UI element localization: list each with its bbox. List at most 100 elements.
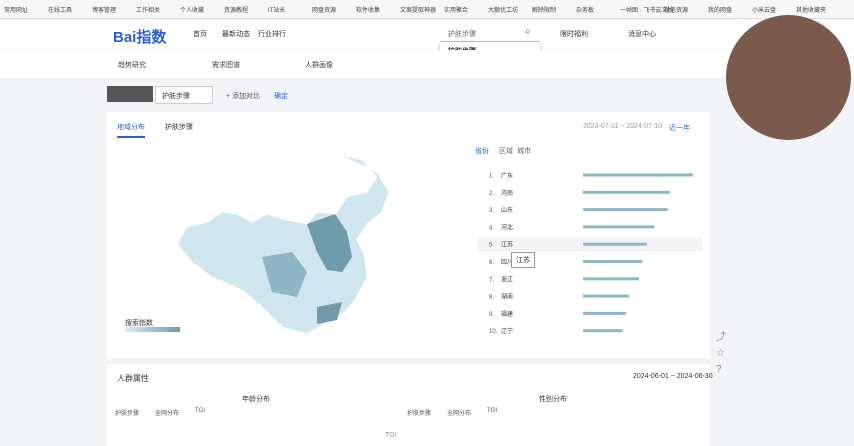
side-tools[interactable]: ⤴ ☆? (716, 332, 726, 375)
rank: 1. (489, 174, 494, 180)
bookmark[interactable]: 常用网址 (4, 8, 29, 14)
province: 河南 (501, 189, 513, 197)
tooltip: 江苏 (511, 252, 535, 268)
welfare[interactable]: 限时福利 (560, 31, 588, 38)
rank-bar (583, 225, 655, 229)
gender-title: 性别分布 (539, 396, 567, 403)
map-high (307, 214, 352, 272)
bookmark[interactable]: 在线工具 (48, 8, 73, 14)
province: 四川 (501, 259, 513, 266)
avatar-box (107, 86, 153, 102)
search-text: 护肤步骤 (448, 31, 476, 38)
province: 浙江 (501, 275, 513, 283)
legend-item[interactable]: 护肤步骤 (115, 411, 140, 417)
bookmark[interactable]: 大额优工坊 (488, 8, 519, 14)
period[interactable]: 近一年 (669, 125, 690, 132)
rank: 2. (489, 191, 494, 197)
rank-bar (583, 242, 647, 246)
rank-bar (583, 294, 630, 298)
tab[interactable]: 人群画像 (305, 62, 333, 69)
rank-bar (583, 173, 693, 177)
rank-bar (583, 208, 668, 212)
province: 河北 (501, 223, 513, 231)
province: 湖南 (501, 293, 513, 301)
nav-item[interactable]: 首页 (193, 31, 207, 38)
level-tab[interactable]: 省份 (475, 148, 489, 155)
crowd-card: 人群属性 2024-06-01 ~ 2024-06-30 年龄分布 性别分布 T… (107, 364, 713, 446)
tab[interactable]: 需求图谱 (212, 62, 240, 69)
map-shape (176, 153, 390, 335)
level-tab[interactable]: 城市 (517, 148, 531, 155)
rank-bar (583, 260, 643, 263)
bookmark[interactable]: 其他收藏夹 (796, 8, 827, 14)
rank: 7. (489, 277, 494, 283)
keyword: 护肤步骤 (162, 93, 190, 100)
rank: 10. (489, 329, 498, 335)
bookmark[interactable]: 个人收藏 (180, 8, 205, 14)
bookmark[interactable]: 我的网盘 (708, 8, 733, 14)
rank: 4. (489, 225, 494, 231)
rank: 6. (489, 260, 494, 266)
bookmark[interactable]: 博客管理 (92, 8, 117, 14)
legend-item[interactable]: TGI (195, 408, 205, 414)
rank-bar (583, 311, 626, 315)
bookmark-bar: 常用网址 在线工具 博客管理 工作相关 个人收藏 资源教程 IT站长 网盘资源 软件收集 文案提取… (0, 0, 854, 19)
keyword-tab[interactable]: 护肤步骤 (165, 124, 193, 131)
region-tab[interactable]: 地域分布 (117, 122, 145, 138)
messages[interactable]: 消息中心 (628, 31, 656, 38)
keyword-input[interactable]: 护肤步骤 (155, 86, 213, 104)
header: Bai指数 护肤步骤 ⌕ 限时福利 消息中心 首页 最新动态 行业排行 (0, 19, 854, 49)
add-compare[interactable]: + 添加对比 (226, 93, 261, 100)
crowd-date: 2024-06-01 ~ 2024-06-30 (633, 373, 713, 380)
rank: 8. (489, 295, 494, 301)
map-mid (262, 252, 307, 297)
logo[interactable]: Bai指数 (113, 29, 167, 46)
nav-item[interactable]: 最新动态 (222, 31, 250, 38)
bookmark[interactable]: 微信资源 (664, 8, 689, 14)
rank-bar (583, 190, 670, 194)
tab-bar: 趋势研究 需求图谱 人群画像 (0, 50, 854, 78)
bookmark[interactable]: 文案提取神器 (400, 8, 437, 14)
search-box[interactable]: 护肤步骤 ⌕ (440, 25, 540, 42)
age-title: 年龄分布 (242, 396, 270, 403)
rank: 3. (489, 208, 494, 214)
rank: 5. (489, 243, 494, 249)
webcam-overlay (726, 15, 851, 140)
bookmark[interactable]: 软件收集 (356, 8, 381, 14)
bookmark[interactable]: IT站长 (268, 8, 286, 14)
legend-item[interactable]: 护肤步骤 (407, 411, 432, 417)
level-tab[interactable]: 区域 (499, 148, 513, 155)
rank-bar (583, 277, 640, 281)
rank: 9. (489, 312, 494, 318)
province: 福建 (501, 310, 513, 318)
legend-item[interactable]: 全网分布 (447, 411, 472, 417)
crowd-title: 人群属性 (117, 374, 149, 383)
bookmark[interactable]: 杂务板 (576, 8, 595, 14)
legend-item[interactable]: 全网分布 (155, 411, 180, 417)
bookmark[interactable]: 解除限制 (532, 8, 557, 14)
province: 广东 (501, 172, 513, 180)
bookmark[interactable]: 资源教程 (224, 8, 249, 14)
province: 山东 (501, 206, 513, 214)
search-icon[interactable]: ⌕ (525, 26, 531, 37)
ranking: 1. 广东 2. 河南 3. 山东 4. 河北 5. 江苏 6. 四川 7. 浙江 8. 湖南 9. 福建 10. 辽… (477, 172, 702, 335)
china-map (176, 153, 390, 335)
bookmark[interactable]: 小米云盘 (752, 8, 777, 14)
region-card: 地域分布 护肤步骤 2023-07-11 ~ 2024-07-10 近一年 搜索… (107, 112, 710, 358)
legend-gradient (125, 327, 180, 332)
map-high (317, 302, 342, 324)
confirm[interactable]: 确定 (274, 93, 288, 100)
nav-item[interactable]: 行业排行 (258, 31, 286, 38)
bookmark[interactable]: 实用聚合 (444, 8, 469, 14)
tab[interactable]: 趋势研究 (118, 62, 146, 69)
bookmark[interactable]: 一帧图 · 飞书云文档 (620, 8, 674, 14)
bookmark[interactable]: 工作相关 (136, 8, 161, 14)
date-range: 2023-07-11 ~ 2024-07-10 (583, 123, 663, 130)
bookmark[interactable]: 网盘资源 (312, 8, 337, 14)
map-legend: 搜索指数 (125, 320, 153, 327)
tgi-label: TGI (385, 432, 397, 439)
province: 辽宁 (501, 327, 513, 335)
legend-item[interactable]: TGI (487, 408, 497, 414)
province: 江苏 (501, 241, 513, 249)
